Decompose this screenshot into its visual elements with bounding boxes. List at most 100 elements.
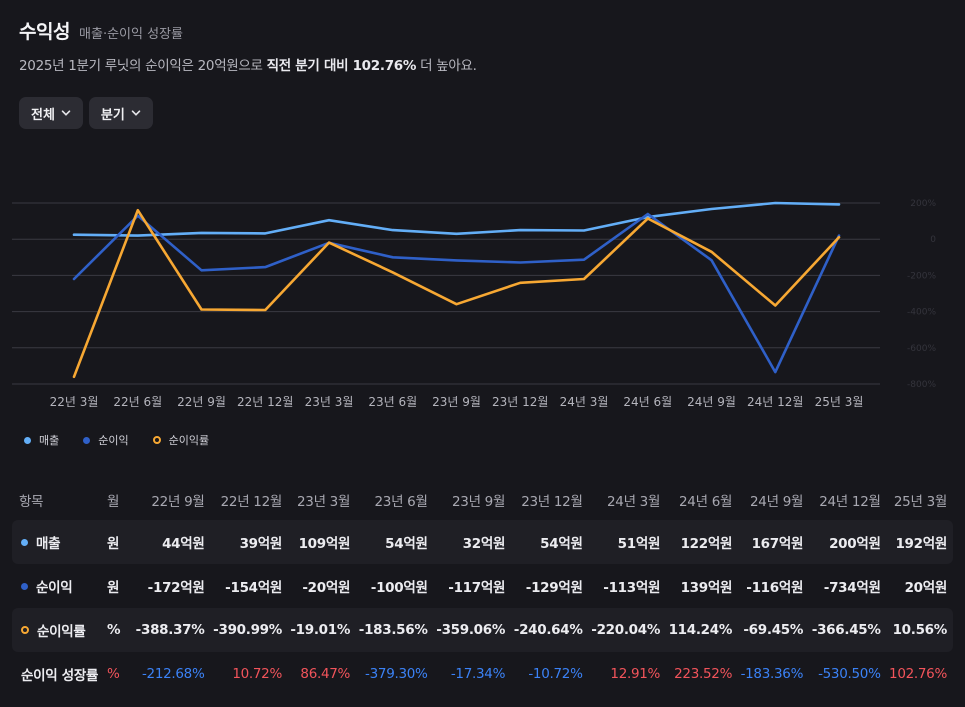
table-row: 매출 원 44억원 39억원 109억원 54억원 32억원 54억원 51억원 122억원 167…: [12, 520, 953, 564]
net-income-dot-icon: [83, 436, 91, 444]
legend-label: 매출: [39, 434, 60, 447]
table-cell: -183.36%: [740, 666, 804, 682]
table-cell: 39억원: [210, 520, 288, 564]
table-cell: -359.06%: [433, 608, 512, 652]
table-cell: 51억원: [588, 520, 667, 564]
row-unit: 원: [107, 580, 120, 596]
column-header-item: 항목: [19, 494, 44, 510]
column-header-period: 23년 3월: [296, 494, 351, 510]
table-cell: -17.34%: [450, 666, 506, 682]
period-label: 분기: [100, 107, 125, 123]
legend-item-revenue[interactable]: 매출: [24, 432, 59, 448]
net-income-series-line: [72, 212, 841, 374]
legend-label: 순이익: [98, 434, 129, 447]
table-cell: 10.72%: [232, 666, 282, 682]
row-label: 순이익 성장률: [12, 652, 107, 696]
scope-label: 전체: [31, 107, 55, 123]
row-unit: %: [107, 608, 133, 652]
x-tick-label: 22년 6월: [113, 395, 162, 409]
column-header-period: 23년 12월: [521, 494, 583, 510]
chevron-down-icon: [131, 110, 141, 116]
column-header-period: 24년 9월: [750, 494, 804, 510]
scope-dropdown[interactable]: 전체: [19, 97, 83, 129]
summary-highlight: 직전 분기 대비 102.76%: [266, 58, 417, 74]
row-label-text: 순이익: [36, 580, 73, 596]
table-cell: -113억원: [603, 580, 661, 596]
table-cell: 54억원: [356, 520, 434, 564]
row-label-text: 순이익 성장률: [21, 668, 99, 684]
table-cell: 12.91%: [610, 666, 661, 682]
chevron-down-icon: [61, 110, 71, 116]
legend-label: 순이익률: [168, 434, 210, 447]
y-tick-label: -600%: [907, 344, 936, 354]
y-tick-label: -400%: [907, 308, 936, 318]
column-header-period: 25년 3월: [893, 494, 947, 510]
table-cell: -10.72%: [528, 666, 583, 682]
table-cell: 32억원: [433, 520, 512, 564]
table-cell: 102.76%: [889, 666, 947, 682]
table-cell: 54억원: [511, 520, 589, 564]
table-cell: -19.01%: [288, 608, 357, 652]
profitability-line-chart: 200% 0 -200% -400% -600% -800% 22년 3월 22년 6월 22년…: [12, 199, 936, 409]
x-tick-label: 23년 3월: [305, 395, 354, 409]
net-income-dot-icon: [21, 582, 28, 590]
filter-bar: 전체 분기: [19, 97, 153, 129]
table-cell: 223.52%: [674, 666, 733, 682]
x-tick-label: 23년 9월: [432, 395, 481, 409]
column-header-period: 24년 6월: [679, 494, 733, 510]
y-tick-label: -200%: [907, 271, 936, 281]
x-tick-label: 24년 12월: [747, 395, 803, 409]
table-cell: 200억원: [809, 520, 887, 564]
row-label: 순이익률: [12, 608, 107, 652]
row-label: 순이익: [12, 564, 107, 608]
table-cell: -117억원: [448, 580, 506, 596]
table-cell: 122억원: [666, 520, 739, 564]
table-cell: -154억원: [225, 580, 282, 596]
y-tick-label: -800%: [907, 380, 936, 390]
table-cell: 44억원: [133, 520, 211, 564]
y-tick-label: 0: [930, 235, 936, 245]
legend-item-margin[interactable]: 순이익률: [152, 432, 210, 448]
x-tick-label: 22년 12월: [237, 395, 293, 409]
margin-series-line: [72, 208, 841, 379]
table-cell: 86.47%: [300, 666, 351, 682]
legend-item-net-income[interactable]: 순이익: [83, 432, 129, 448]
table-cell: -240.64%: [511, 608, 589, 652]
revenue-series-line: [72, 201, 841, 237]
column-header-unit: 월: [107, 494, 120, 510]
table-cell: -20억원: [302, 580, 351, 596]
table-cell: 167억원: [738, 520, 810, 564]
section-subtitle: 매출·순이익 성장률: [79, 27, 183, 42]
table-cell: -129억원: [525, 580, 583, 596]
table-cell: -100억원: [370, 580, 428, 596]
column-header-period: 22년 12월: [220, 494, 283, 510]
revenue-dot-icon: [21, 538, 28, 546]
column-header-period: 22년 9월: [151, 494, 205, 510]
table-cell: -212.68%: [141, 666, 205, 682]
table-row: 순이익률% -388.37% -390.99% -19.01% -183.56% -359…: [12, 608, 953, 652]
y-tick-label: 200%: [910, 199, 936, 209]
x-tick-label: 25년 3월: [815, 395, 864, 409]
row-label-text: 매출: [36, 536, 61, 552]
row-unit: 원: [107, 520, 133, 564]
table-cell: 109억원: [288, 520, 357, 564]
profitability-table: 항목 월 22년 9월 22년 12월 23년 3월 23년 6월 23년 9월 23년 12…: [12, 480, 953, 696]
chart-legend: 매출 순이익 순이익률: [24, 432, 209, 448]
table-cell: -69.45%: [738, 608, 810, 652]
row-label-text: 순이익률: [37, 624, 86, 640]
margin-ring-icon: [152, 436, 161, 444]
table-cell: 114.24%: [666, 608, 739, 652]
x-tick-label: 24년 6월: [623, 395, 672, 409]
table-cell: 20억원: [904, 580, 948, 596]
column-header-period: 24년 3월: [606, 494, 661, 510]
table-cell: -734억원: [823, 580, 881, 596]
table-cell: -116억원: [746, 580, 804, 596]
table-row: 순이익 성장률% -212.68% 10.72% 86.47% -379.30% -17.…: [12, 652, 953, 696]
x-tick-label: 24년 9월: [687, 395, 736, 409]
summary-tail: 더 높아요.: [416, 58, 477, 74]
summary-text: 2025년 1분기 루닛의 순이익은 20억원으로 직전 분기 대비 102.7…: [19, 54, 477, 74]
row-label: 매출: [12, 520, 107, 564]
period-dropdown[interactable]: 분기: [88, 97, 153, 129]
revenue-dot-icon: [24, 436, 31, 444]
table-cell: 10.56%: [886, 608, 953, 652]
